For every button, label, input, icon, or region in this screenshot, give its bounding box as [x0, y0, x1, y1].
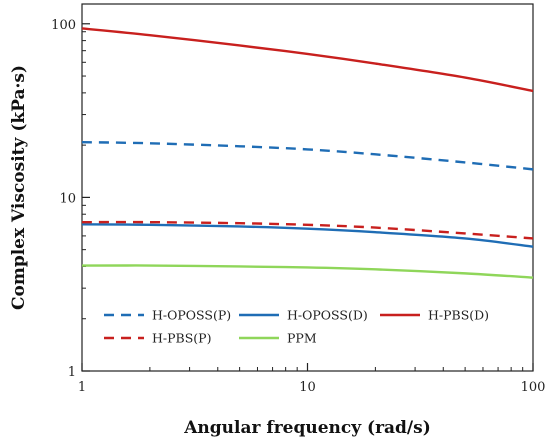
- legend: H-OPOSS(P) H-OPOSS(D) H-PBS(D) H-PBS(P) PPM: [104, 308, 489, 346]
- series-line-h-oposs-d: [81, 223, 534, 248]
- legend-label: PPM: [287, 331, 317, 346]
- x-tick-label: 100: [521, 380, 546, 395]
- x-tick-label: 1: [78, 380, 86, 395]
- x-axis-title: Angular frequency (rad/s): [183, 418, 431, 438]
- y-tick-label: 10: [59, 191, 76, 206]
- series-line-ppm: [81, 264, 534, 279]
- y-axis-title: Complex Viscosity (kPa·s): [9, 65, 29, 310]
- series-line-h-oposs-p: [81, 140, 534, 171]
- axis-ticks: 1 10 100 1 10 100: [51, 18, 545, 395]
- y-tick-label: 100: [51, 18, 76, 33]
- legend-label: H-PBS(D): [428, 308, 489, 323]
- legend-label: H-OPOSS(P): [152, 308, 231, 323]
- x-tick-label: 10: [299, 380, 316, 395]
- series-line-h-pbs-d: [81, 27, 534, 93]
- legend-label: H-PBS(P): [152, 331, 211, 346]
- series-lines: [81, 27, 534, 279]
- series-line-h-pbs-p: [81, 220, 534, 240]
- legend-label: H-OPOSS(D): [287, 308, 368, 323]
- y-tick-label: 1: [68, 365, 76, 380]
